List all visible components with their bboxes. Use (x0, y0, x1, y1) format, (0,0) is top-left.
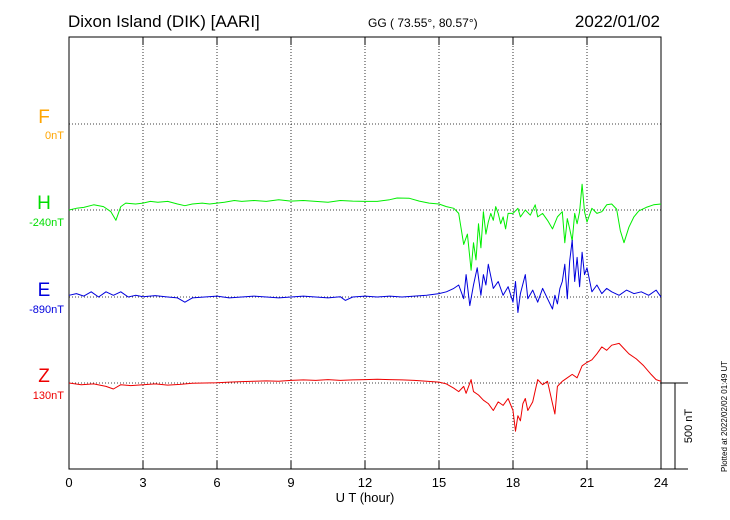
plotted-timestamp: Plotted at 2022/02/02 01:49 UT (720, 360, 729, 472)
series-lines (68, 183, 662, 432)
scale-bar: 500 nT (661, 382, 695, 470)
x-tick-label: 24 (654, 475, 668, 490)
x-tick-label: 18 (506, 475, 520, 490)
offset-E: -890nT (29, 304, 64, 316)
x-tick-label: 6 (213, 475, 220, 490)
x-axis-ticks: 0 3 6 9 12 15 18 21 24 (65, 37, 668, 490)
plot-date: 2022/01/02 (574, 12, 660, 31)
offset-Z: 130nT (32, 390, 64, 402)
geographic-coordinates: GG ( 73.55°, 80.57°) (368, 16, 478, 30)
x-tick-label: 3 (139, 475, 146, 490)
offset-H: -240nT (29, 217, 64, 229)
x-tick-label: 9 (287, 475, 294, 490)
offset-F: 0nT (45, 130, 64, 142)
label-E: E (37, 280, 51, 301)
x-axis-label: U T (hour) (336, 490, 395, 505)
series-line-E (68, 239, 662, 313)
x-tick-label: 12 (358, 475, 372, 490)
label-Z: Z (38, 366, 50, 387)
scale-bar-label: 500 nT (683, 409, 695, 444)
x-tick-label: 21 (580, 475, 594, 490)
label-H: H (37, 193, 51, 214)
x-tick-label: 0 (65, 475, 72, 490)
station-title: Dixon Island (DIK) [AARI] (68, 12, 260, 31)
label-F: F (38, 107, 50, 128)
x-tick-label: 15 (432, 475, 446, 490)
series-line-H (68, 183, 662, 271)
grid-lines (69, 37, 661, 469)
series-line-Z (68, 342, 662, 432)
